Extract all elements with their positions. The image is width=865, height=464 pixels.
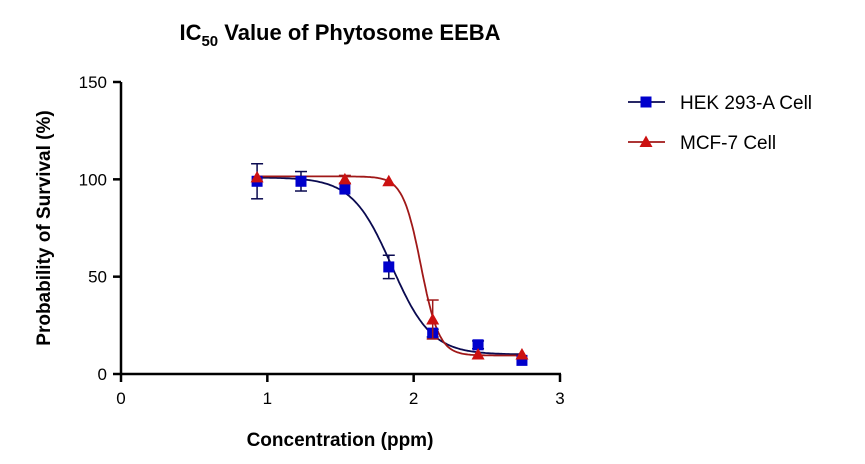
y-tick-label: 100	[79, 170, 107, 189]
legend-marker	[640, 96, 652, 108]
data-point-hek	[383, 261, 395, 273]
data-point-hek	[295, 175, 307, 187]
x-tick-label: 1	[263, 389, 272, 408]
legend-label: MCF-7 Cell	[680, 133, 776, 154]
x-tick-label: 2	[409, 389, 418, 408]
data-point-mcf	[471, 348, 485, 360]
x-tick-label: 3	[555, 389, 564, 408]
y-tick-label: 50	[88, 268, 107, 287]
data-point-mcf	[426, 312, 440, 325]
data-point-hek	[516, 354, 528, 366]
y-axis-label: Probability of Survival (%)	[34, 110, 55, 345]
legend-marker	[639, 135, 653, 147]
data-point-hek	[339, 183, 351, 195]
y-tick-label: 150	[79, 73, 107, 92]
x-axis-label: Concentration (ppm)	[247, 430, 434, 451]
y-tick-label: 0	[98, 365, 107, 384]
data-point-mcf	[338, 172, 352, 185]
x-tick-label: 0	[116, 389, 125, 408]
data-point-mcf	[515, 348, 529, 360]
data-point-mcf	[382, 174, 396, 187]
data-point-hek	[472, 339, 484, 351]
legend-label: HEK 293-A Cell	[680, 93, 812, 114]
data-point-mcf	[250, 170, 264, 183]
chart-title: IC50 Value of Phytosome EEBA	[179, 20, 500, 50]
